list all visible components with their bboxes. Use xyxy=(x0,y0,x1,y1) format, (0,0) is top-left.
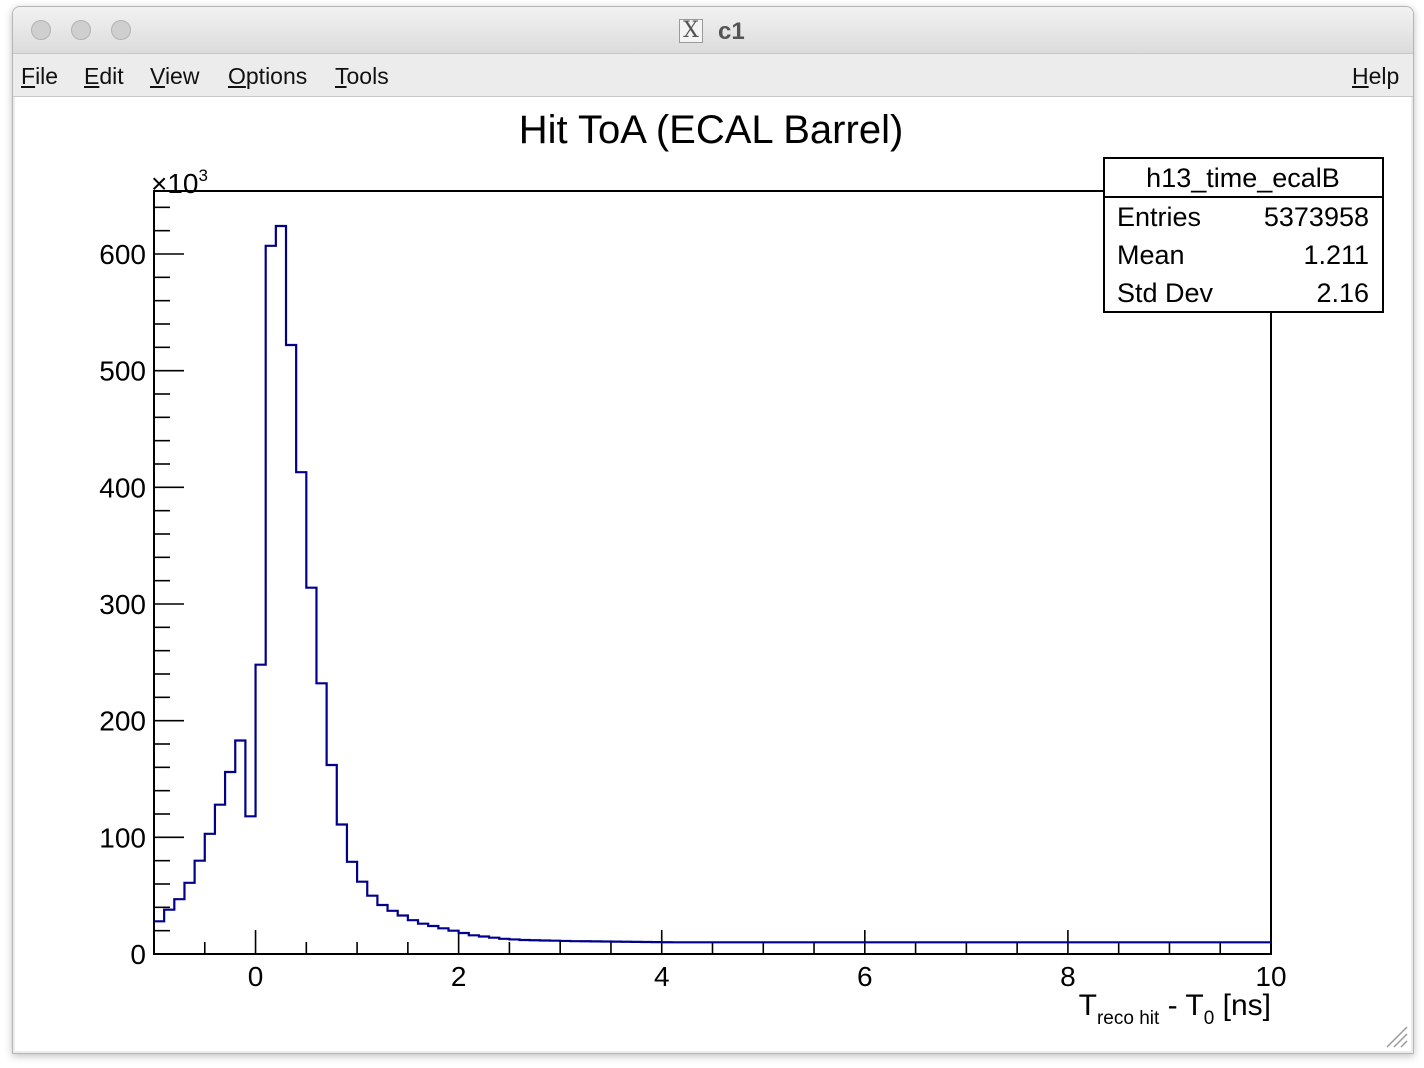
stats-box[interactable]: h13_time_ecalB Entries 5373958 Mean 1.21… xyxy=(1103,157,1384,313)
menu-view-accel: V xyxy=(150,63,165,89)
menu-edit[interactable]: Edit xyxy=(84,63,124,90)
menu-file-accel: F xyxy=(21,63,36,89)
x-label-sub2: 0 xyxy=(1204,1008,1215,1029)
y-multiplier-exponent: 3 xyxy=(199,166,208,185)
menu-edit-label: dit xyxy=(99,63,124,89)
stats-value-entries: 5373958 xyxy=(1264,202,1369,232)
resize-grip-icon[interactable] xyxy=(1383,1023,1409,1049)
x-tick-label: 0 xyxy=(248,961,264,992)
menu-options[interactable]: Options xyxy=(228,63,307,90)
x-label-mid: - T xyxy=(1159,989,1203,1022)
menu-tools-accel: T xyxy=(335,63,347,89)
minimize-window-button[interactable] xyxy=(71,20,91,40)
x-tick-label: 4 xyxy=(654,961,670,992)
x-axis: 0 2 4 6 8 10 xyxy=(153,930,1287,992)
menu-tools-label: ools xyxy=(346,63,389,89)
root-window: X c1 File Edit View Options Tools Help H… xyxy=(12,6,1414,1054)
x-axis-label: Treco hit - T0 [ns] xyxy=(1079,989,1271,1029)
menu-tools[interactable]: Tools xyxy=(335,63,389,90)
stats-label-mean: Mean xyxy=(1117,240,1185,270)
root-canvas[interactable]: Hit ToA (ECAL Barrel) ×103 0 100 200 300 400… xyxy=(15,97,1411,1051)
menu-file[interactable]: File xyxy=(21,63,58,90)
y-tick-label: 0 xyxy=(130,939,146,970)
chart-title: Hit ToA (ECAL Barrel) xyxy=(519,108,904,152)
menu-view[interactable]: View xyxy=(150,63,199,90)
menu-view-label: iew xyxy=(164,63,200,89)
zoom-window-button[interactable] xyxy=(111,20,131,40)
x-label-sub1: reco hit xyxy=(1097,1008,1160,1029)
menu-edit-accel: E xyxy=(84,63,100,89)
menu-options-accel: O xyxy=(228,63,246,89)
y-tick-label: 400 xyxy=(99,472,146,503)
menu-file-label: ile xyxy=(35,63,59,89)
title-bar[interactable]: X c1 xyxy=(13,7,1413,54)
stats-value-stddev: 2.16 xyxy=(1316,278,1369,308)
x-tick-label: 6 xyxy=(857,961,873,992)
y-tick-label: 200 xyxy=(99,706,146,737)
stats-box-frame xyxy=(1103,157,1384,313)
x-tick-label: 8 xyxy=(1060,961,1076,992)
menu-help-label: elp xyxy=(1368,63,1400,89)
stats-label-entries: Entries xyxy=(1117,202,1201,232)
histogram-line[interactable] xyxy=(154,224,1271,944)
y-multiplier-base: ×10 xyxy=(151,168,199,199)
close-window-button[interactable] xyxy=(31,20,51,40)
stats-title: h13_time_ecalB xyxy=(1146,163,1340,193)
stats-value-mean: 1.211 xyxy=(1303,240,1369,270)
x-tick-label: 2 xyxy=(451,961,467,992)
y-tick-label: 600 xyxy=(99,239,146,270)
x11-logo-icon: X xyxy=(679,19,703,43)
x-label-unit: [ns] xyxy=(1214,989,1271,1022)
y-tick-label: 500 xyxy=(99,356,146,387)
y-tick-label: 100 xyxy=(99,822,146,853)
window-title: c1 xyxy=(718,18,745,45)
menu-options-label: ptions xyxy=(245,63,308,89)
menu-help[interactable]: Help xyxy=(1352,63,1399,90)
stats-label-stddev: Std Dev xyxy=(1117,278,1214,308)
histogram-chart[interactable]: Hit ToA (ECAL Barrel) ×103 0100200300400… xyxy=(15,97,1411,1051)
y-axis: 0 100 200 300 400 500 600 xyxy=(99,206,184,970)
x-tick-label: 10 xyxy=(1255,961,1286,992)
menu-bar: File Edit View Options Tools Help xyxy=(13,54,1413,97)
y-axis-multiplier: ×103 xyxy=(151,166,208,199)
y-tick-label: 300 xyxy=(99,589,146,620)
x-label-main: T xyxy=(1079,989,1097,1022)
menu-help-accel: H xyxy=(1352,63,1369,89)
